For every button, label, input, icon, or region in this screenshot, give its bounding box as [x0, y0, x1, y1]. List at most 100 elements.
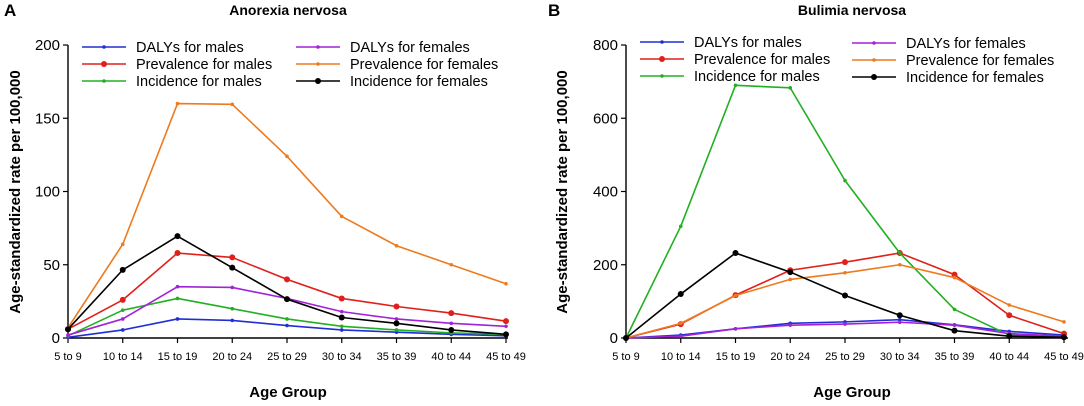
data-point: [120, 317, 125, 321]
x-tick-label: 25 to 29: [825, 351, 865, 363]
data-point: [449, 321, 454, 326]
legend-swatch-marker: [316, 45, 320, 49]
data-point: [175, 317, 180, 321]
legend-item: Incidence for females: [852, 70, 1044, 86]
data-point: [897, 317, 902, 322]
x-tick-label: 15 to 19: [716, 351, 756, 363]
data-point: [338, 314, 345, 321]
data-point: [448, 310, 455, 317]
y-tick-label: 100: [35, 184, 60, 201]
data-point: [174, 250, 181, 257]
legend-label: DALYs for females: [350, 40, 470, 56]
x-tick-label: 40 to 44: [431, 351, 471, 363]
data-point: [119, 296, 126, 303]
legend-item: Prevalence for females: [296, 57, 498, 73]
panel-a: A Anorexia nervosa Age-standardized rate…: [4, 1, 526, 401]
data-point: [284, 296, 290, 303]
data-point: [66, 333, 70, 337]
data-point: [897, 320, 902, 325]
y-axis-title-b: Age-standardized rate per 100,000: [554, 70, 571, 313]
legend-swatch-marker: [316, 62, 320, 66]
legend-label: Prevalence for males: [694, 52, 830, 68]
data-point: [843, 178, 847, 183]
legend-label: Prevalence for females: [906, 53, 1054, 69]
data-point: [338, 295, 345, 302]
data-point: [285, 317, 289, 321]
data-point: [339, 214, 344, 219]
y-tick-label: 200: [35, 37, 60, 54]
data-point: [284, 276, 290, 283]
data-point: [732, 250, 739, 257]
legend-swatch-marker: [871, 74, 877, 80]
data-point: [843, 271, 847, 275]
data-point: [952, 323, 957, 327]
data-point: [1007, 303, 1012, 307]
data-point: [65, 326, 71, 333]
data-point: [285, 154, 289, 159]
x-tick-label: 5 to 9: [612, 351, 640, 363]
legend-item: Prevalence for females: [852, 53, 1054, 69]
data-point: [896, 312, 903, 319]
y-tick-label: 800: [593, 37, 618, 54]
data-point: [339, 328, 344, 332]
data-point: [951, 327, 958, 334]
chart-title-b: Bulimia nervosa: [798, 2, 906, 18]
legend-swatch-marker: [872, 58, 876, 62]
data-point: [120, 242, 125, 247]
data-point: [677, 291, 684, 298]
data-point: [842, 259, 848, 266]
legend-swatch-marker: [101, 61, 107, 67]
data-point: [1006, 312, 1013, 319]
x-tick-label: 40 to 44: [989, 351, 1029, 363]
data-point: [952, 275, 957, 280]
data-point: [229, 254, 236, 261]
data-point: [788, 323, 793, 327]
data-point: [394, 317, 399, 321]
series-line: [625, 263, 1065, 339]
data-point: [503, 318, 509, 325]
legend-item: DALYs for males: [640, 35, 802, 51]
data-point: [952, 307, 957, 312]
panel-b: B Bulimia nervosa Age-standardized rate …: [548, 1, 1084, 401]
data-point: [393, 320, 400, 327]
x-tick-label: 20 to 24: [770, 351, 810, 363]
data-point: [339, 324, 344, 329]
data-point: [339, 309, 344, 314]
data-point: [174, 233, 181, 240]
data-point: [897, 251, 902, 255]
x-tick-label: 35 to 39: [377, 351, 417, 363]
data-point: [175, 101, 180, 106]
x-tick-label: 35 to 39: [935, 351, 975, 363]
data-point: [120, 308, 125, 312]
y-tick-label: 50: [43, 257, 60, 274]
legend-item: Incidence for males: [640, 69, 820, 85]
data-point: [842, 292, 848, 299]
legend-swatch-marker: [102, 45, 106, 49]
x-tick-label: 30 to 34: [880, 351, 920, 363]
legend-item: Incidence for females: [296, 74, 488, 90]
y-tick-label: 150: [35, 110, 60, 127]
legend-swatch-marker: [659, 56, 665, 62]
data-point: [1062, 320, 1066, 324]
panel-letter-a: A: [4, 1, 16, 20]
legend-label: DALYs for females: [906, 36, 1026, 52]
series-incidence-for-females: [623, 250, 1067, 341]
y-tick-label: 0: [52, 330, 60, 347]
series-prevalence-for-females: [66, 101, 508, 330]
data-point: [393, 303, 400, 310]
data-point: [285, 323, 289, 328]
data-point: [678, 321, 683, 326]
legend-item: DALYs for females: [852, 36, 1026, 52]
data-point: [229, 264, 236, 271]
data-point: [119, 266, 126, 273]
legend-item: DALYs for males: [82, 40, 244, 56]
data-point: [1006, 333, 1013, 340]
y-tick-label: 200: [593, 257, 618, 274]
legend-item: Prevalence for males: [82, 57, 272, 73]
data-point: [733, 327, 738, 331]
legend-swatch-marker: [315, 78, 321, 84]
series-incidence-for-females: [65, 233, 509, 338]
